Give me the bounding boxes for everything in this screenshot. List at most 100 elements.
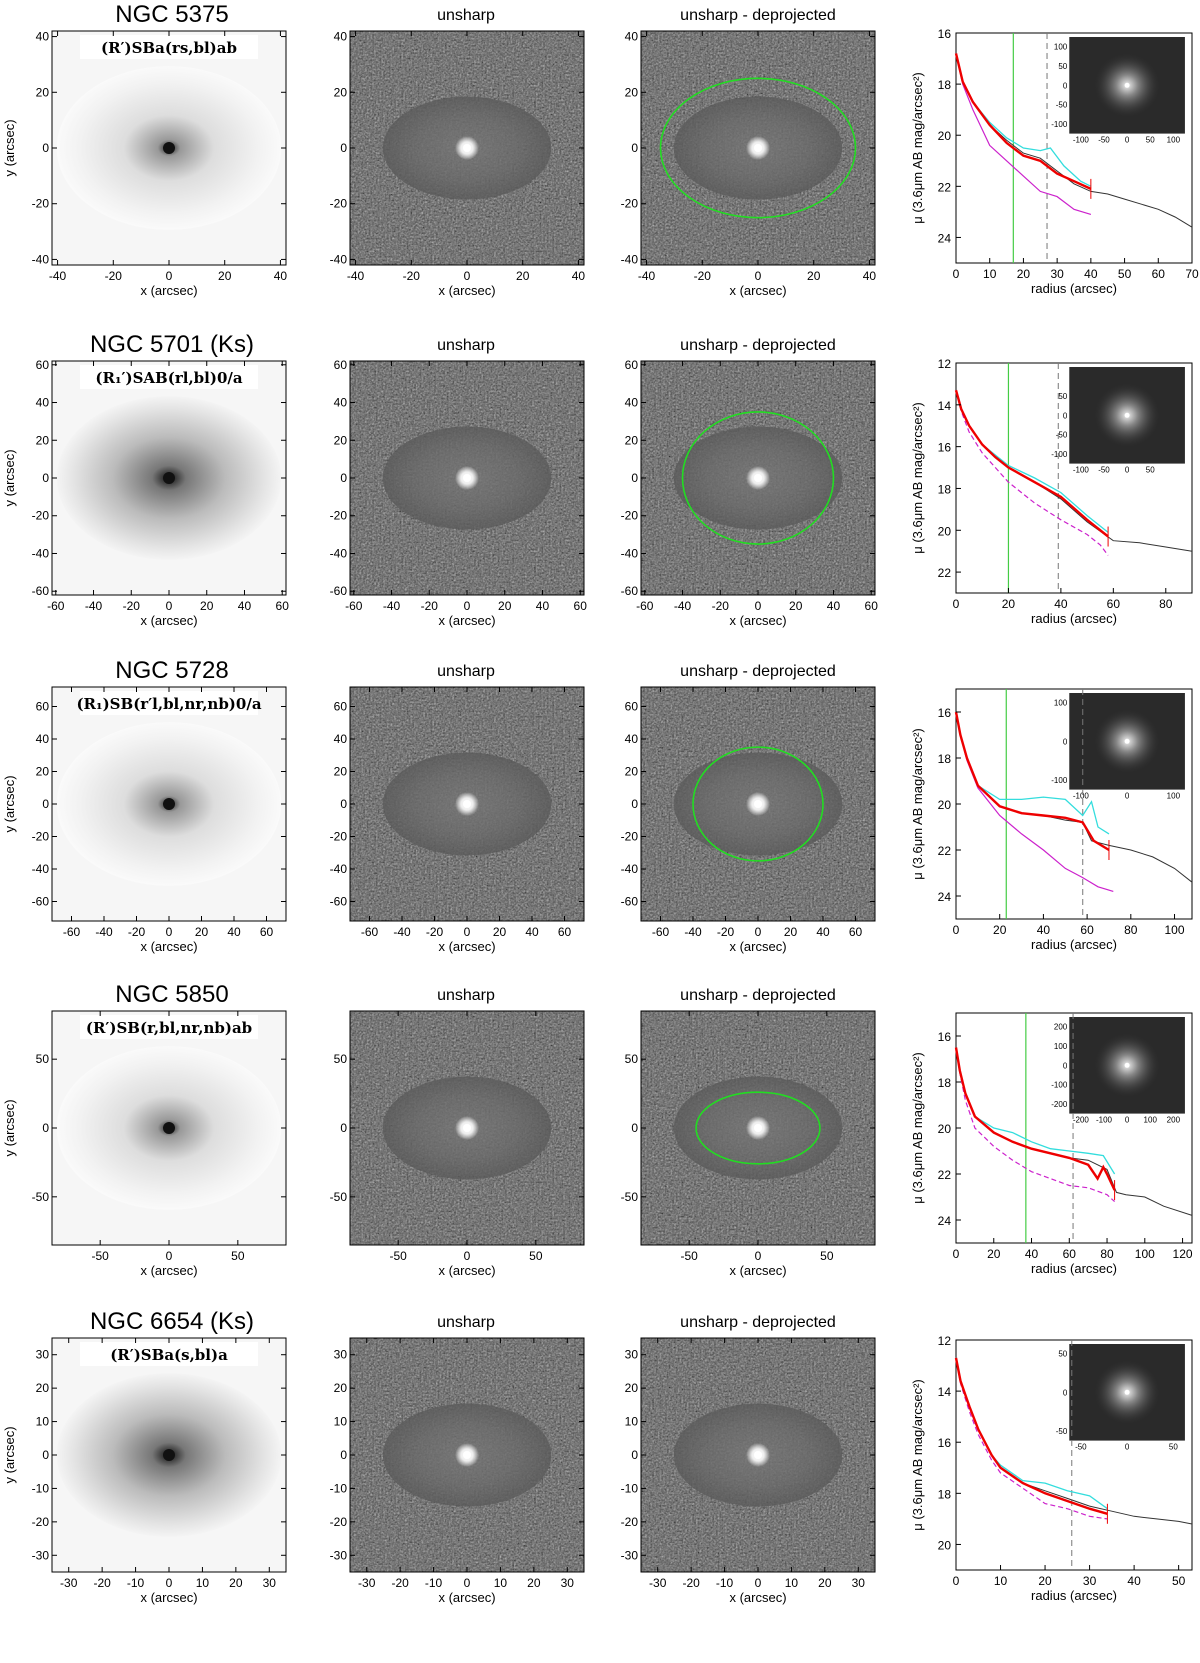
x-tick-label: 30 xyxy=(1050,267,1064,281)
x-tick-label: 20 xyxy=(229,1576,243,1590)
inset-y-tick-label: 100 xyxy=(1054,699,1068,708)
y-axis-label: y (arcsec) xyxy=(2,119,17,176)
profile-magenta-line xyxy=(955,1357,1108,1520)
x-tick-label: 0 xyxy=(755,269,762,283)
x-tick-label: 60 xyxy=(1063,1247,1077,1261)
y-tick-label: 20 xyxy=(36,765,50,779)
classification-box xyxy=(80,35,258,59)
x-tick-label: 0 xyxy=(464,925,471,939)
x-tick-label: 40 xyxy=(274,269,288,283)
inset-core xyxy=(1124,1389,1130,1395)
classification-label: (R′)SB(r,bl,nr,nb)ab xyxy=(86,1019,252,1037)
y-tick-label: 0 xyxy=(631,141,638,155)
x-tick-label: 60 xyxy=(276,599,290,613)
y-tick-label: -40 xyxy=(621,862,639,876)
x-tick-label: 20 xyxy=(200,599,214,613)
x-tick-label: 20 xyxy=(807,269,821,283)
image-panel-unsharp: -30 -30 -20 -20 -10 -10 0 0 10 10 20 20 30 30 x (arcse… xyxy=(330,1337,585,1605)
inset-core xyxy=(1124,82,1130,88)
galaxy-row-1: NGC 5701 (Ks) unsharp unsharp - deprojecte… xyxy=(2,331,1193,628)
x-axis-label: x (arcsec) xyxy=(140,1590,197,1605)
y-tick-label: 0 xyxy=(340,1121,347,1135)
galaxy-nucleus-peak xyxy=(754,1451,762,1459)
inset-x-tick-label: 200 xyxy=(1167,1116,1181,1125)
x-tick-label: 40 xyxy=(1037,923,1051,937)
inset-y-tick-label: 0 xyxy=(1063,411,1068,420)
image-panel-unsharp: -60-60 -40 -40 -20 -20 0 0 20 20 40 40 60 60 x (arcse… xyxy=(330,358,588,628)
y-tick-label: 20 xyxy=(625,85,639,99)
inset-core xyxy=(1124,1062,1130,1068)
galaxy-name: NGC 5728 xyxy=(115,657,228,684)
x-tick-label: 20 xyxy=(493,925,507,939)
x-tick-label: 60 xyxy=(1080,923,1094,937)
x-tick-label: 40 xyxy=(1025,1247,1039,1261)
y-tick-label: 20 xyxy=(938,1538,952,1552)
x-axis-label: x (arcsec) xyxy=(729,1590,786,1605)
x-tick-label: 30 xyxy=(852,1576,866,1590)
x-tick-label: 70 xyxy=(1185,267,1199,281)
x-tick-label: -60 xyxy=(345,599,363,613)
y-tick-label: 16 xyxy=(938,1436,952,1450)
x-tick-label: 10 xyxy=(196,1576,210,1590)
x-tick-label: 0 xyxy=(953,1574,960,1588)
x-tick-label: 50 xyxy=(1118,267,1132,281)
x-tick-label: 60 xyxy=(865,599,879,613)
y-tick-label: -60 xyxy=(330,584,348,598)
y-tick-label: 20 xyxy=(625,433,639,447)
y-tick-label: -20 xyxy=(32,1515,50,1529)
y-axis-label: y (arcsec) xyxy=(2,1099,17,1156)
y-axis-label: y (arcsec) xyxy=(2,449,17,506)
x-axis-label: radius (arcsec) xyxy=(1031,1261,1117,1276)
inset-y-tick-label: 200 xyxy=(1054,1023,1068,1032)
x-tick-label: 60 xyxy=(558,925,572,939)
image-panel-unsharp: -50 -50 0 0 50 50 x (arcsec) xyxy=(330,1010,585,1278)
x-tick-label: 40 xyxy=(827,599,841,613)
x-tick-label: 0 xyxy=(953,597,960,611)
y-tick-label: 20 xyxy=(36,85,50,99)
y-tick-label: -20 xyxy=(330,1515,348,1529)
x-tick-label: 40 xyxy=(536,599,550,613)
inset-x-tick-label: -50 xyxy=(1098,466,1110,475)
y-tick-label: 10 xyxy=(36,1415,50,1429)
y-tick-label: 20 xyxy=(36,433,50,447)
x-tick-label: 30 xyxy=(263,1576,277,1590)
x-tick-label: 60 xyxy=(260,925,274,939)
x-tick-label: -40 xyxy=(85,599,103,613)
y-tick-label: -20 xyxy=(330,509,348,523)
x-tick-label: 40 xyxy=(525,925,539,939)
x-axis-label: x (arcsec) xyxy=(729,283,786,298)
deprojected-ellipse xyxy=(659,77,857,219)
x-tick-label: 10 xyxy=(494,1576,508,1590)
x-tick-label: 0 xyxy=(953,923,960,937)
y-tick-label: 60 xyxy=(36,700,50,714)
y-tick-label: 30 xyxy=(334,1348,348,1362)
y-tick-label: 50 xyxy=(36,1052,50,1066)
x-axis-label: x (arcsec) xyxy=(140,283,197,298)
x-tick-label: 0 xyxy=(464,269,471,283)
x-tick-label: 0 xyxy=(953,267,960,281)
x-axis-label: x (arcsec) xyxy=(729,613,786,628)
classification-label: (R′)SBa(rs,bl)ab xyxy=(101,39,237,57)
x-tick-label: 60 xyxy=(1107,597,1121,611)
y-tick-label: 0 xyxy=(42,141,49,155)
x-tick-label: -20 xyxy=(682,1576,700,1590)
deprojected-title: unsharp - deprojected xyxy=(680,337,836,354)
x-axis-label: x (arcsec) xyxy=(438,939,495,954)
y-axis-label: μ (3.6μm AB mag/arcsec²) xyxy=(910,728,925,880)
profile-red-line xyxy=(954,1357,1108,1515)
y-tick-label: 30 xyxy=(36,1348,50,1362)
inset-y-tick-label: -100 xyxy=(1051,776,1068,785)
y-tick-label: 0 xyxy=(42,797,49,811)
x-tick-label: 40 xyxy=(816,925,830,939)
profile-red-line xyxy=(954,1047,1116,1191)
y-tick-label: 60 xyxy=(334,358,348,372)
profile-magenta-line xyxy=(955,1047,1116,1203)
inset-y-tick-label: -50 xyxy=(1056,101,1068,110)
x-tick-label: 20 xyxy=(818,1576,832,1590)
galaxy-row-2: NGC 5728 unsharp unsharp - deprojected (R₁)… xyxy=(2,657,1193,954)
x-tick-label: -40 xyxy=(393,925,411,939)
y-tick-label: 0 xyxy=(631,1448,638,1462)
inset-x-tick-label: 0 xyxy=(1125,466,1130,475)
x-tick-label: 40 xyxy=(227,925,241,939)
